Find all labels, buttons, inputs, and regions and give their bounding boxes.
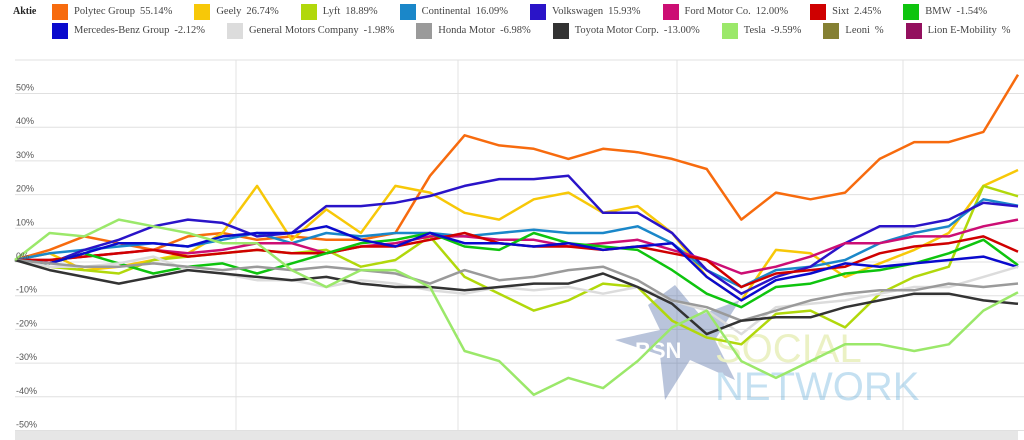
series-line-mercedes-benz-group[interactable] xyxy=(14,225,1019,302)
y-tick-label: 10% xyxy=(16,217,34,227)
legend-value: % xyxy=(1001,25,1011,36)
legend-item-geely[interactable]: Geely 26.74% xyxy=(194,3,279,20)
legend-swatch xyxy=(721,22,738,39)
legend-item-sixt[interactable]: Sixt 2.45% xyxy=(810,3,882,20)
y-tick-label: -50% xyxy=(16,420,37,430)
legend-swatch xyxy=(300,3,317,20)
legend-label: Volkswagen xyxy=(552,6,604,17)
legend-value: 12.00% xyxy=(755,6,789,17)
legend-item-tesla[interactable]: Tesla -9.59% xyxy=(721,22,802,39)
legend-item-toyota-motor-corp-[interactable]: Toyota Motor Corp. -13.00% xyxy=(552,22,700,39)
legend-label: Polytec Group xyxy=(74,6,135,17)
legend-swatch xyxy=(226,22,243,39)
legend-label: Toyota Motor Corp. xyxy=(574,25,659,36)
legend-swatch xyxy=(810,3,827,20)
legend-label: Tesla xyxy=(743,25,766,36)
legend-label: General Motors Company xyxy=(248,25,359,36)
series-line-polytec-group[interactable] xyxy=(14,74,1020,262)
legend-value: 16.09% xyxy=(475,6,509,17)
legend: Aktie Polytec Group 55.14% Geely 26.74% Lyft 1… xyxy=(0,2,1024,59)
legend-label: Mercedes-Benz Group xyxy=(74,25,170,36)
navigator-scrollbar[interactable] xyxy=(15,431,1018,440)
legend-swatch xyxy=(52,22,68,39)
legend-label: Geely xyxy=(216,6,242,17)
legend-label: Sixt xyxy=(832,6,850,17)
legend-value: -2.12% xyxy=(174,25,205,36)
legend-item-bmw[interactable]: BMW -1.54% xyxy=(903,3,988,20)
series-line-lyft[interactable] xyxy=(14,184,1019,346)
legend-swatch xyxy=(52,3,68,20)
legend-item-polytec-group[interactable]: Polytec Group 55.14% xyxy=(52,3,173,20)
y-tick-label: 0% xyxy=(16,251,29,261)
legend-label: Ford Motor Co. xyxy=(684,6,751,17)
legend-item-continental[interactable]: Continental 16.09% xyxy=(399,3,509,20)
legend-swatch xyxy=(399,3,416,20)
y-tick-label: -20% xyxy=(16,318,37,328)
legend-swatch xyxy=(823,22,840,39)
y-tick-label: 20% xyxy=(16,184,34,194)
legend-title: Aktie xyxy=(13,6,37,17)
legend-swatch xyxy=(905,22,922,39)
legend-value: -1.54% xyxy=(956,6,988,17)
legend-swatch xyxy=(194,3,211,20)
legend-item-lyft[interactable]: Lyft 18.89% xyxy=(300,3,378,20)
legend-value: -9.59% xyxy=(770,25,802,36)
y-tick-label: 50% xyxy=(16,83,34,93)
y-tick-label: -30% xyxy=(16,352,37,362)
legend-item-leoni[interactable]: Leoni% xyxy=(823,22,884,39)
legend-value: -13.00% xyxy=(663,25,700,36)
legend-label: Lion E-Mobility xyxy=(927,25,997,36)
legend-value: 2.45% xyxy=(854,6,882,17)
series-line-tesla[interactable] xyxy=(14,218,1019,397)
legend-label: Honda Motor xyxy=(438,25,496,36)
series-line-geely[interactable] xyxy=(14,168,1019,302)
svg-text:NETWORK: NETWORK xyxy=(715,365,920,409)
legend-swatch xyxy=(552,22,569,39)
legend-item-mercedes-benz-group[interactable]: Mercedes-Benz Group -2.12% xyxy=(52,22,205,39)
legend-swatch xyxy=(903,3,920,20)
series-line-toyota-motor-corp-[interactable] xyxy=(14,258,1019,336)
legend-label: BMW xyxy=(925,6,952,17)
y-tick-label: -10% xyxy=(16,285,37,295)
legend-item-ford-motor-co-[interactable]: Ford Motor Co. 12.00% xyxy=(662,3,789,20)
legend-value: 26.74% xyxy=(246,6,279,17)
legend-value: 18.89% xyxy=(345,6,378,17)
legend-value: 55.14% xyxy=(139,6,173,17)
bsn-watermark-logo: BSN SOCIAL NETWORK xyxy=(615,285,920,409)
y-tick-label: -40% xyxy=(16,386,37,396)
series-line-general-motors-company[interactable] xyxy=(14,255,1019,336)
series-line-volkswagen[interactable] xyxy=(14,174,1019,295)
legend-value: 15.93% xyxy=(608,6,641,17)
legend-item-volkswagen[interactable]: Volkswagen 15.93% xyxy=(530,3,641,20)
series-line-ford-motor-co-[interactable] xyxy=(15,218,1019,275)
legend-swatch xyxy=(662,3,679,20)
y-tick-label: 30% xyxy=(16,150,34,160)
legend-value: -6.98% xyxy=(500,25,531,36)
legend-swatch xyxy=(530,3,547,20)
legend-label: Continental xyxy=(421,6,471,17)
legend-swatch xyxy=(416,22,433,39)
legend-label: Lyft xyxy=(322,6,341,17)
legend-item-honda-motor[interactable]: Honda Motor -6.98% xyxy=(416,22,531,39)
legend-item-general-motors-company[interactable]: General Motors Company -1.98% xyxy=(226,22,395,39)
y-tick-label: 40% xyxy=(16,116,34,126)
legend-value: % xyxy=(874,25,884,36)
series-line-honda-motor[interactable] xyxy=(14,258,1019,322)
legend-item-lion-e-mobility[interactable]: Lion E-Mobility% xyxy=(905,22,1011,39)
legend-value: -1.98% xyxy=(363,25,395,36)
legend-label: Leoni xyxy=(845,25,870,36)
